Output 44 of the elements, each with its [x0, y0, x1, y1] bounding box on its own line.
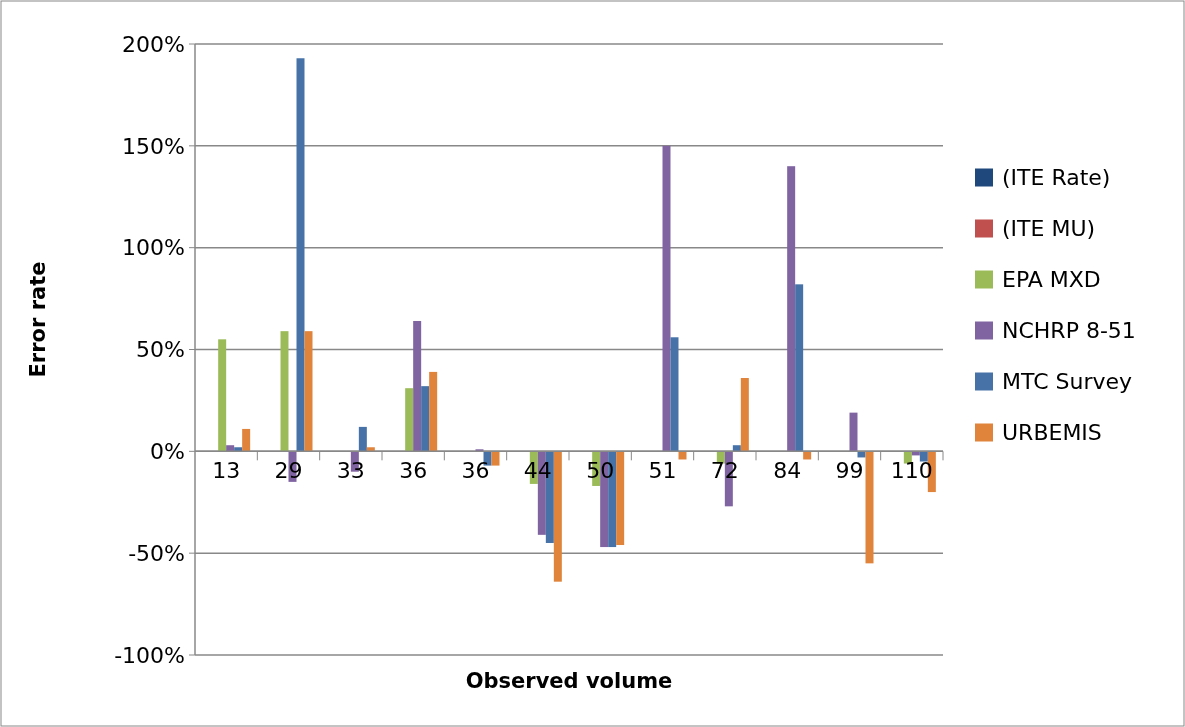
y-tick-label: -100% — [114, 642, 185, 668]
bar — [296, 58, 305, 452]
bar — [553, 451, 562, 582]
y-tick-label: 150% — [122, 133, 185, 159]
legend-label: MTC Survey — [1002, 369, 1133, 395]
bar — [358, 426, 367, 452]
bar — [366, 447, 375, 452]
bar — [787, 166, 796, 452]
bar — [740, 378, 749, 452]
legend-label: (ITE Rate) — [1002, 165, 1111, 191]
legend-label: (ITE MU) — [1002, 216, 1096, 242]
bar — [413, 320, 422, 452]
bar — [405, 388, 414, 452]
y-tick-label: 50% — [136, 337, 185, 363]
bar — [226, 445, 235, 452]
bar — [234, 447, 243, 452]
x-tick-label: 99 — [835, 458, 864, 484]
legend-label: NCHRP 8-51 — [1002, 318, 1136, 344]
bar — [280, 331, 289, 452]
y-tick-label: 200% — [122, 31, 185, 57]
bar — [732, 445, 741, 452]
x-axis-title: Observed volume — [465, 669, 673, 693]
x-tick-label: 84 — [773, 458, 802, 484]
x-tick-label: 51 — [648, 458, 677, 484]
x-tick-label: 13 — [212, 458, 241, 484]
bar — [304, 331, 313, 452]
y-tick-label: -50% — [128, 540, 185, 566]
bar — [218, 339, 227, 452]
bar — [491, 451, 500, 466]
y-tick-label: 100% — [122, 235, 185, 261]
bar — [795, 284, 804, 452]
bar — [242, 428, 251, 452]
y-axis-title: Error rate — [26, 261, 50, 378]
legend-label: URBEMIS — [1002, 420, 1102, 446]
bar — [616, 451, 625, 546]
x-tick-label: 33 — [336, 458, 365, 484]
bar — [421, 386, 430, 452]
bar — [865, 451, 874, 564]
y-tick-label: 0% — [150, 439, 185, 465]
legend-label: EPA MXD — [1002, 267, 1101, 293]
x-tick-label: 36 — [399, 458, 428, 484]
bar — [429, 371, 438, 452]
bar — [670, 337, 679, 452]
x-tick-label: 36 — [461, 458, 490, 484]
